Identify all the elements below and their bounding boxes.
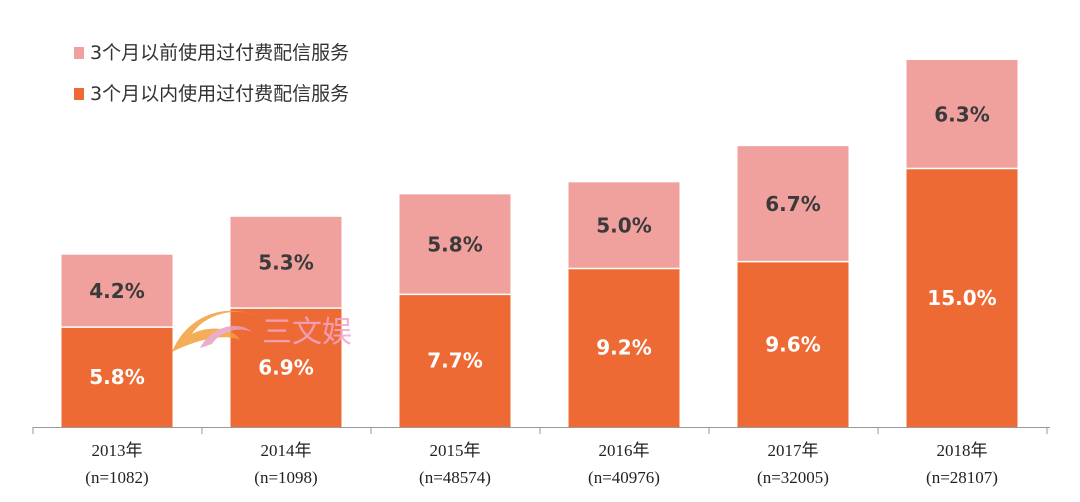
tick-label-n-0: (n=1082) [85,468,148,487]
bar-segment-s1-c5 [906,60,1018,169]
data-label-s1-c5: 6.3% [934,102,989,126]
data-label-s0-c0: 5.8% [89,365,144,389]
watermark-logo-outer [172,310,258,352]
data-label-s0-c5: 15.0% [927,286,996,310]
tick-label-year-3: 2016年 [599,441,650,460]
bar-segment-s0-c2 [399,294,511,427]
bar-segment-s1-c4 [737,146,849,262]
tick-label-year-1: 2014年 [261,441,312,460]
bar-segment-s0-c5 [906,168,1018,427]
watermark-logo-inner [200,325,252,348]
bar-segment-s0-c1 [230,308,342,427]
data-label-s1-c3: 5.0% [596,213,651,237]
data-label-s0-c4: 9.6% [765,332,820,356]
data-label-s0-c2: 7.7% [427,349,482,373]
bar-segment-s1-c0 [61,254,173,328]
bars: 5.8% 4.2% 6.9% 5.3% 7.7% 5.8% 9.2% 5.0% 9.6% 6.7%… [61,60,1018,427]
data-label-s0-c1: 6.9% [258,356,313,380]
data-label-s1-c0: 4.2% [89,279,144,303]
bar-segment-s0-c4 [737,261,849,427]
data-label-s0-c3: 9.2% [596,336,651,360]
bar-segment-s1-c1 [230,216,342,309]
legend-swatch-0 [74,88,84,100]
tick-label-n-1: (n=1098) [254,468,317,487]
legend: 3个月以前使用过付费配信服务 3个月以内使用过付费配信服务 [74,42,349,105]
bar-segment-s0-c0 [61,327,173,427]
tick-label-year-4: 2017年 [768,441,819,460]
data-label-s1-c4: 6.7% [765,192,820,216]
tick-label-n-5: (n=28107) [926,468,998,487]
bar-segment-s1-c3 [568,182,680,269]
bar-segment-s1-c2 [399,194,511,295]
tick-label-year-0: 2013年 [92,441,143,460]
x-axis: 2013年 (n=1082) 2014年 (n=1098) 2015年 (n=48574)… [32,427,1050,487]
legend-label-0: 3个月以内使用过付费配信服务 [90,83,349,105]
bar-segment-s0-c3 [568,268,680,427]
tick-label-year-5: 2018年 [937,441,988,460]
legend-label-1: 3个月以前使用过付费配信服务 [90,42,349,64]
tick-label-n-2: (n=48574) [419,468,491,487]
data-label-s1-c2: 5.8% [427,232,482,256]
watermark-text: 三文娱 [262,315,352,350]
tick-label-n-3: (n=40976) [588,468,660,487]
watermark: 三文娱 [172,310,352,352]
tick-label-n-4: (n=32005) [757,468,829,487]
data-label-s1-c1: 5.3% [258,250,313,274]
tick-label-year-2: 2015年 [430,441,481,460]
legend-swatch-1 [74,47,84,59]
